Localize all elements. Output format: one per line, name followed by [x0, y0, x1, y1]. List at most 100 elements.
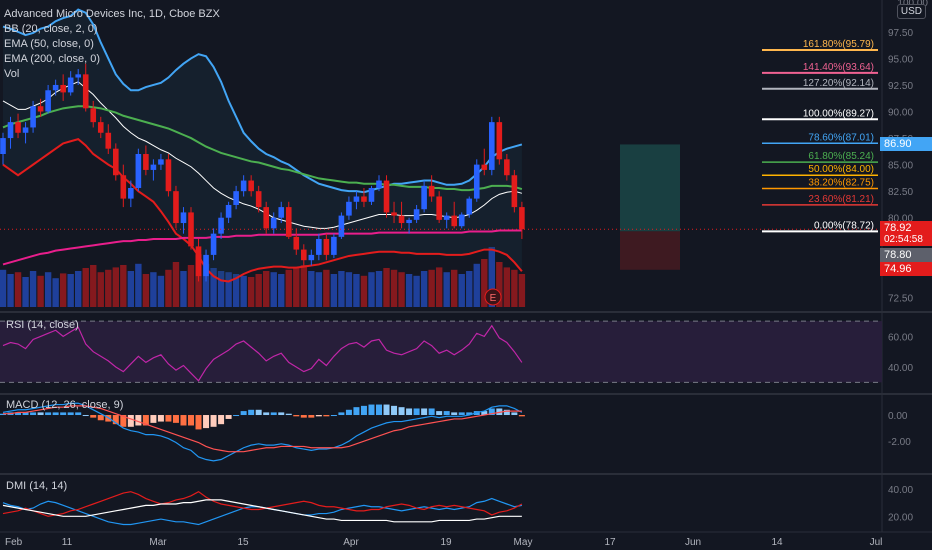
dmi-axis-tick: 20.00	[888, 512, 913, 523]
price-axis-tick: 95.00	[888, 54, 913, 65]
candle-body	[143, 154, 149, 170]
candle	[82, 63, 89, 112]
candle-body	[60, 84, 66, 93]
volume-bar	[308, 271, 315, 307]
price-axis-tick: 85.00	[888, 161, 913, 172]
candle-body	[195, 246, 202, 277]
volume-bar	[82, 268, 89, 307]
candle	[353, 191, 360, 210]
ema200-legend[interactable]: EMA (200, close, 0)	[4, 53, 100, 65]
volume-bar	[255, 274, 262, 307]
macd-histogram-bar	[172, 415, 179, 423]
candle	[37, 98, 44, 117]
volume-legend[interactable]: Vol	[4, 68, 20, 80]
candle-body	[0, 138, 6, 154]
volume-bar	[263, 271, 270, 307]
candle-body	[203, 254, 209, 277]
macd-histogram-bar	[218, 415, 225, 425]
volume-bar	[90, 265, 97, 307]
macd-histogram-bar	[157, 415, 164, 422]
volume-bar	[210, 268, 217, 307]
candle	[323, 233, 330, 261]
macd-legend[interactable]: MACD (12, 26, close, 9)	[6, 399, 124, 411]
candle	[15, 113, 21, 139]
macd-histogram-bar	[308, 415, 315, 418]
volume-bar	[435, 267, 443, 307]
macd-histogram-bar	[240, 411, 247, 416]
bb-legend[interactable]: BB (20, close, 2, 0)	[4, 23, 98, 35]
candle	[346, 196, 352, 220]
dmi-axis-tick: 40.00	[888, 485, 913, 496]
macd-histogram-bar	[436, 411, 443, 416]
volume-bar	[44, 272, 52, 307]
volume-bar	[315, 272, 323, 307]
candle	[293, 228, 300, 255]
macd-histogram-bar	[45, 412, 52, 416]
volume-bar	[375, 271, 383, 307]
ema50-legend[interactable]: EMA (50, close, 0)	[4, 38, 94, 50]
candle	[481, 148, 488, 176]
candle-body	[173, 191, 179, 224]
candle	[75, 69, 81, 85]
rsi-axis-tick: 40.00	[888, 363, 913, 374]
candle-body	[225, 204, 232, 218]
volume-bar	[37, 275, 44, 307]
candle-body	[158, 159, 164, 165]
volume-bar	[330, 274, 338, 307]
fib-level-label: 127.20%(92.14)	[803, 78, 874, 89]
candle-body	[481, 164, 488, 170]
volume-bar	[451, 269, 458, 307]
price-axis-tick: 80.00	[888, 214, 913, 225]
volume-bar	[247, 277, 255, 307]
candle-body	[428, 185, 435, 197]
candle	[97, 116, 104, 139]
volume-bar	[511, 269, 518, 307]
candle	[263, 201, 269, 234]
volume-bar	[503, 267, 511, 307]
volume-bar	[293, 267, 300, 307]
time-axis-tick: 11	[62, 537, 73, 548]
rsi-axis-tick: 60.00	[888, 332, 913, 343]
candle	[496, 116, 503, 165]
candle-body	[436, 196, 442, 220]
candle-body	[293, 236, 300, 250]
candle	[158, 154, 164, 170]
earnings-marker: E	[490, 293, 497, 304]
volume-bar	[473, 263, 480, 307]
candle	[180, 207, 187, 234]
macd-histogram-bar	[376, 404, 382, 416]
volume-bar	[443, 272, 450, 307]
macd-histogram-bar	[360, 405, 367, 416]
currency-badge[interactable]: USD	[896, 4, 926, 19]
fib-level-label: 161.80%(95.79)	[803, 39, 874, 50]
macd-histogram-bar	[323, 415, 330, 417]
stop-zone	[620, 231, 680, 270]
candle	[308, 249, 315, 266]
macd-histogram-bar	[270, 412, 277, 416]
candle-body	[82, 74, 89, 109]
fib-level-label: 141.40%(93.64)	[803, 62, 874, 73]
candle-body	[210, 233, 217, 255]
volume-bar	[135, 263, 142, 307]
candle-body	[263, 207, 269, 229]
macd-histogram-bar	[473, 411, 480, 416]
fib-level-label: 0.00%(78.72)	[814, 220, 874, 231]
macd-histogram-bar	[503, 409, 510, 416]
candle	[0, 132, 6, 165]
macd-histogram-bar	[195, 415, 202, 430]
candle-body	[398, 215, 405, 224]
candle	[368, 185, 375, 205]
dmi-legend[interactable]: DMI (14, 14)	[6, 480, 68, 492]
candle	[331, 233, 337, 259]
last-price: 78.92	[884, 222, 912, 234]
macd-histogram-bar	[413, 408, 420, 416]
candle-body	[301, 249, 307, 261]
candle	[376, 175, 382, 192]
symbol-title[interactable]: Advanced Micro Devices Inc, 1D, Cboe BZX	[4, 8, 220, 20]
rsi-line	[2, 324, 523, 382]
candle	[406, 217, 412, 234]
macd-histogram-bar	[330, 415, 337, 417]
rsi-legend[interactable]: RSI (14, close)	[6, 319, 79, 331]
macd-histogram-bar	[225, 415, 232, 419]
